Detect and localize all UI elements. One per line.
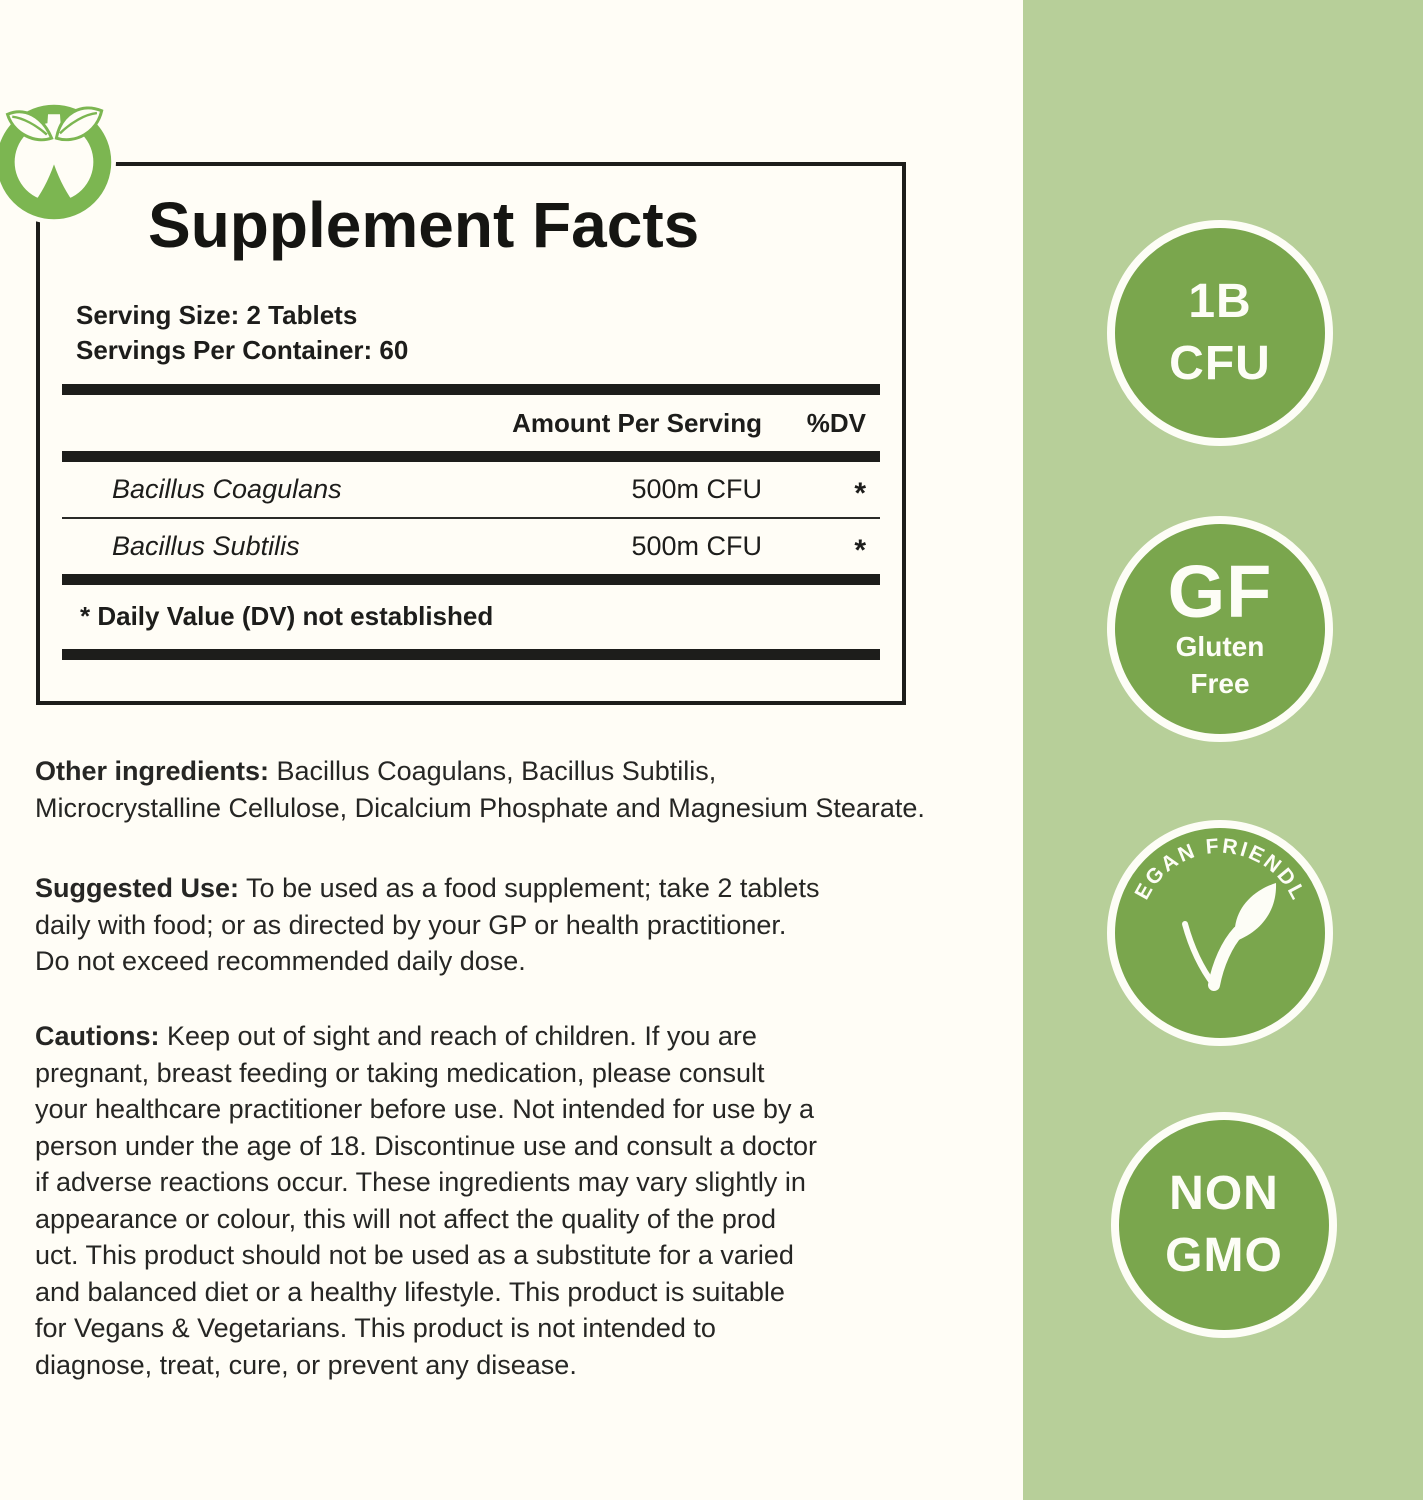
serving-size-text: Serving Size: 2 Tablets [76,300,358,330]
vegan-v-leaf-icon: VEGAN FRIENDLY [1115,828,1310,991]
divider-bar-thick [62,451,880,462]
divider-bar-thick [62,574,880,585]
badge-gluten-free-line2: Free [1190,668,1250,699]
ingredient-amount: 500m CFU [631,474,762,504]
badge-vegan-arc-text: VEGAN FRIENDLY [1115,828,1307,903]
ingredient-name: Bacillus Subtilis [112,531,300,561]
badge-non-gmo: NON GMO [1111,1112,1337,1338]
suggested-use-paragraph: Suggested Use: To be used as a food supp… [35,870,1030,980]
table-row: Bacillus Subtilis 500m CFU * [62,519,880,574]
ingredient-dv: * [854,533,866,567]
supplement-facts-panel: Supplement Facts Serving Size: 2 Tablets… [36,162,906,705]
cautions-paragraph: Cautions: Keep out of sight and reach of… [35,1018,1030,1383]
supplement-facts-title: Supplement Facts [148,189,700,261]
daily-value-footnote: * Daily Value (DV) not established [80,601,494,631]
cautions-label: Cautions: [35,1021,160,1051]
header-percent-dv: %DV [806,408,866,438]
other-ingredients-text: Bacillus Coagulans, Bacillus Subtilis, M… [35,756,925,823]
badge-gluten-free: GF Gluten Free [1107,516,1333,742]
cautions-text: Keep out of sight and reach of children.… [35,1021,818,1380]
other-ingredients-label: Other ingredients: [35,756,270,786]
badge-1b-cfu-line2: CFU [1169,337,1271,390]
ingredient-dv: * [854,476,866,510]
badge-gluten-free-line1: Gluten [1175,631,1265,662]
badge-non-gmo-line1: NON [1169,1167,1279,1220]
divider-bar-thick [62,649,880,660]
badge-gluten-free-abbr: GF [1167,550,1273,633]
badge-1b-cfu-line1: 1B [1188,275,1252,328]
servings-per-container-text: Servings Per Container: 60 [76,335,409,365]
ingredient-name: Bacillus Coagulans [112,474,342,504]
table-row: Bacillus Coagulans 500m CFU * [62,462,880,519]
badge-1b-cfu: 1B CFU [1107,220,1333,446]
sprout-leaf-icon [0,100,116,224]
other-ingredients-paragraph: Other ingredients: Bacillus Coagulans, B… [35,753,1030,826]
header-amount-per-serving: Amount Per Serving [512,408,762,438]
facts-table-header: Amount Per Serving %DV [62,408,880,439]
divider-bar-thick [62,384,880,395]
badge-non-gmo-line2: GMO [1165,1229,1283,1282]
svg-text:VEGAN FRIENDLY: VEGAN FRIENDLY [1115,828,1310,903]
green-side-band: 1B CFU GF Gluten Free VEGAN FRIENDLY NON… [1023,0,1423,1500]
badge-vegan-friendly: VEGAN FRIENDLY [1107,820,1333,1046]
suggested-use-text: To be used as a food supplement; take 2 … [35,873,820,976]
suggested-use-label: Suggested Use: [35,873,240,903]
ingredient-amount: 500m CFU [631,531,762,561]
